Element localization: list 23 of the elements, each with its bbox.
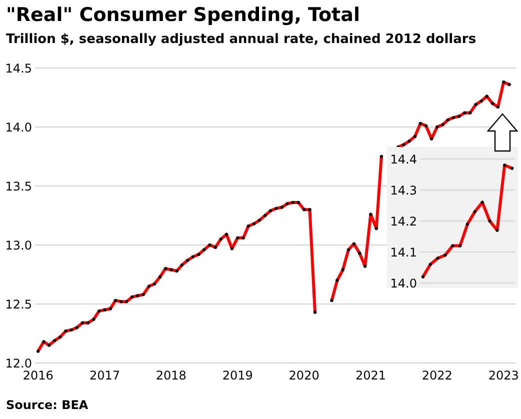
x-tick-label: 2021 bbox=[355, 368, 386, 383]
y-tick-label: 13.0 bbox=[5, 238, 32, 252]
y-tick-label: 14.0 bbox=[5, 120, 32, 134]
x-tick-label: 2018 bbox=[156, 368, 186, 383]
y-tick-label: 14.5 bbox=[5, 61, 32, 76]
x-tick-label: 2016 bbox=[22, 368, 54, 383]
y-tick-label: 12.0 bbox=[5, 356, 32, 370]
x-tick-label: 2020 bbox=[288, 368, 320, 383]
source-note: Source: BEA bbox=[6, 398, 88, 412]
line-series bbox=[421, 164, 514, 278]
chart-subtitle: Trillion $, seasonally adjusted annual rate, chained 2012 dollars bbox=[6, 32, 476, 47]
y-tick-label: 14.1 bbox=[390, 245, 417, 260]
y-tick-label: 14.3 bbox=[390, 183, 417, 198]
x-tick-label: 2017 bbox=[89, 368, 120, 383]
y-tick-label: 14.2 bbox=[390, 214, 417, 228]
chart-title: "Real" Consumer Spending, Total bbox=[6, 4, 360, 26]
x-tick-label: 2019 bbox=[222, 368, 253, 383]
y-tick-label: 14.0 bbox=[390, 276, 417, 290]
x-tick-label: 2023 bbox=[488, 368, 519, 383]
y-tick-label: 13.5 bbox=[5, 179, 32, 194]
x-tick-label: 2022 bbox=[422, 368, 452, 383]
y-tick-label: 12.5 bbox=[5, 297, 32, 312]
y-tick-label: 14.4 bbox=[390, 152, 417, 166]
